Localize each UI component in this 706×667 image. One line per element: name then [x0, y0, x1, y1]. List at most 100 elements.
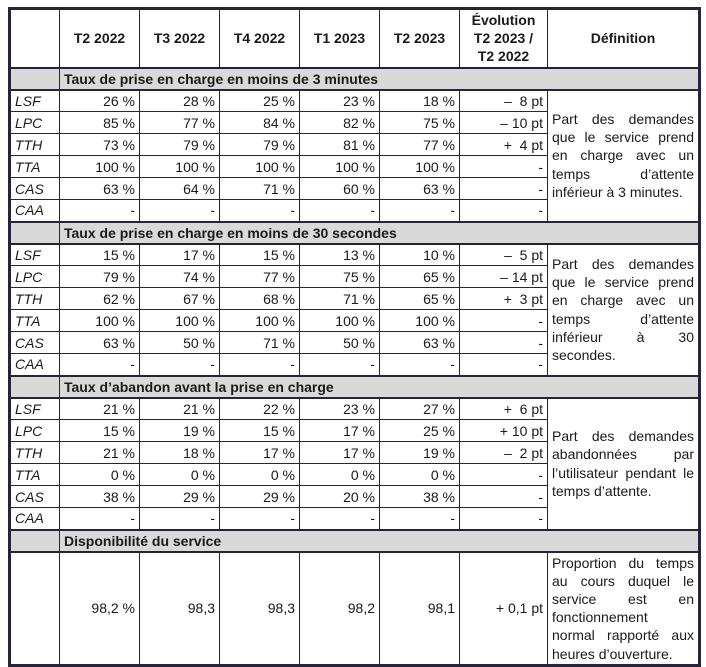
row-label: CAA	[9, 199, 60, 223]
value-cell: 71 %	[219, 177, 300, 201]
value-cell: -	[59, 199, 140, 223]
data-row: TTA 0 % 0 % 0 % 0 % 0 % -	[9, 463, 700, 487]
value-cell: 22 %	[219, 397, 300, 421]
evolution-cell: -	[459, 507, 548, 531]
value-cell: 38 %	[59, 485, 140, 509]
value-cell: 75 %	[379, 111, 460, 135]
corner-cell	[9, 7, 60, 69]
value-cell: 15 %	[219, 419, 300, 443]
value-cell: 25 %	[219, 89, 300, 113]
value-cell: 75 %	[299, 265, 380, 289]
value-cell: 62 %	[59, 287, 140, 311]
evolution-cell: -	[459, 485, 548, 509]
section-title: Taux d’abandon avant la prise en charge	[59, 374, 700, 399]
value-cell: 98,2	[299, 551, 380, 666]
value-cell: 71 %	[219, 331, 300, 355]
section-header-spacer	[9, 528, 60, 553]
value-cell: 29 %	[139, 485, 220, 509]
evolution-column-header: Évolution T2 2023 / T2 2022	[459, 7, 548, 69]
value-cell: 50 %	[299, 331, 380, 355]
value-cell: 77 %	[139, 111, 220, 135]
value-cell: 15 %	[59, 243, 140, 267]
evolution-cell: – 10 pt	[459, 111, 548, 135]
evolution-cell: + 0,1 pt	[459, 551, 548, 666]
value-cell: -	[139, 507, 220, 531]
column-header: T4 2022	[219, 7, 300, 69]
value-cell: 28 %	[139, 89, 220, 113]
stats-table: T2 2022 T3 2022 T4 2022 T1 2023 T2 2023 Évolu…	[8, 7, 701, 667]
row-label: CAS	[9, 331, 60, 355]
value-cell: -	[219, 507, 300, 531]
value-cell: 21 %	[59, 441, 140, 465]
value-cell: 17 %	[219, 441, 300, 465]
section-title: Taux de prise en charge en moins de 30 s…	[59, 220, 700, 245]
definition-column-header: Définition	[547, 7, 700, 69]
value-cell: 17 %	[139, 243, 220, 267]
value-cell: 0 %	[299, 463, 380, 487]
data-row: TTA 100 % 100 % 100 % 100 % 100 % -	[9, 155, 700, 179]
value-cell: 19 %	[139, 419, 220, 443]
value-cell: 18 %	[379, 89, 460, 113]
data-row: LPC 85 % 77 % 84 % 82 % 75 % – 10 pt	[9, 111, 700, 135]
value-cell: 100 %	[299, 309, 380, 333]
row-label: TTH	[9, 287, 60, 311]
value-cell: 65 %	[379, 287, 460, 311]
value-cell: 0 %	[219, 463, 300, 487]
value-cell: 100 %	[59, 309, 140, 333]
evolution-cell: + 3 pt	[459, 287, 548, 311]
value-cell: 13 %	[299, 243, 380, 267]
value-cell: 15 %	[59, 419, 140, 443]
value-cell: 73 %	[59, 133, 140, 157]
row-label: CAA	[9, 353, 60, 377]
value-cell: 98,1	[379, 551, 460, 666]
row-label: TTA	[9, 463, 60, 487]
value-cell: 23 %	[299, 89, 380, 113]
value-cell: 60 %	[299, 177, 380, 201]
evolution-cell: -	[459, 331, 548, 355]
evolution-cell: + 4 pt	[459, 133, 548, 157]
value-cell: 84 %	[219, 111, 300, 135]
row-label: CAS	[9, 177, 60, 201]
value-cell: 15 %	[219, 243, 300, 267]
value-cell: 68 %	[219, 287, 300, 311]
value-cell: 50 %	[139, 331, 220, 355]
data-row: 98,2 % 98,3 98,3 98,2 98,1 + 0,1 pt Proportion…	[9, 551, 700, 666]
row-label: LSF	[9, 243, 60, 267]
value-cell: 27 %	[379, 397, 460, 421]
evolution-cell: -	[459, 155, 548, 179]
row-label	[9, 551, 60, 666]
value-cell: -	[299, 199, 380, 223]
value-cell: 20 %	[299, 485, 380, 509]
value-cell: 77 %	[379, 133, 460, 157]
value-cell: 10 %	[379, 243, 460, 267]
value-cell: 0 %	[59, 463, 140, 487]
value-cell: 100 %	[59, 155, 140, 179]
data-row: CAS 63 % 50 % 71 % 50 % 63 % -	[9, 331, 700, 355]
value-cell: 0 %	[139, 463, 220, 487]
evolution-cell: + 6 pt	[459, 397, 548, 421]
value-cell: 63 %	[379, 177, 460, 201]
value-cell: 85 %	[59, 111, 140, 135]
section-row: Taux de prise en charge en moins de 30 s…	[9, 220, 700, 245]
section-header-spacer	[9, 374, 60, 399]
value-cell: 100 %	[219, 309, 300, 333]
value-cell: 65 %	[379, 265, 460, 289]
header-row: T2 2022 T3 2022 T4 2022 T1 2023 T2 2023 Évolu…	[9, 7, 700, 69]
column-header: T3 2022	[139, 7, 220, 69]
section-row: Taux d’abandon avant la prise en charge	[9, 374, 700, 399]
row-label: LSF	[9, 397, 60, 421]
value-cell: 100 %	[219, 155, 300, 179]
row-label: TTA	[9, 155, 60, 179]
evolution-cell: – 8 pt	[459, 89, 548, 113]
column-header: T2 2023	[379, 7, 460, 69]
evolution-cell: -	[459, 353, 548, 377]
evolution-cell: – 14 pt	[459, 265, 548, 289]
value-cell: -	[219, 353, 300, 377]
column-header: T2 2022	[59, 7, 140, 69]
value-cell: 100 %	[139, 309, 220, 333]
row-label: LSF	[9, 89, 60, 113]
value-cell: 79 %	[219, 133, 300, 157]
evolution-cell: – 5 pt	[459, 243, 548, 267]
evolution-cell: + 10 pt	[459, 419, 548, 443]
row-label: TTA	[9, 309, 60, 333]
